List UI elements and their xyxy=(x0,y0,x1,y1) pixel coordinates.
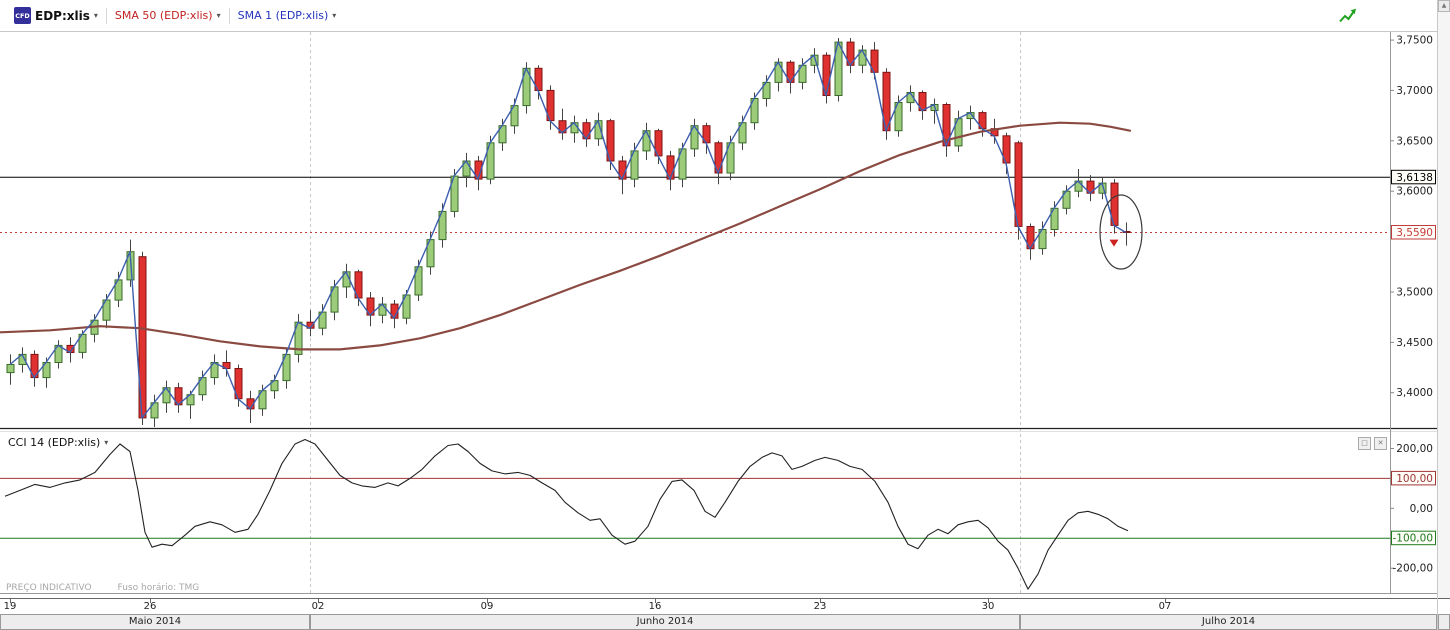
month-label: Maio 2014 xyxy=(0,614,310,630)
chart-toolbar: CFD EDP:xlis ▾ SMA 50 (EDP:xlis) ▾ SMA 1… xyxy=(0,0,1437,32)
cci-tick-label: -200,00 xyxy=(1392,563,1433,575)
toolbar-separator xyxy=(228,7,230,24)
scrollbar-corner xyxy=(1438,598,1450,614)
month-label: Junho 2014 xyxy=(310,614,1020,630)
date-tick-label: 26 xyxy=(143,601,157,612)
date-tick-mark xyxy=(487,599,488,603)
date-tick-mark xyxy=(655,599,656,603)
date-tick-mark xyxy=(1165,599,1166,603)
chevron-down-icon: ▾ xyxy=(104,438,109,447)
price-level-label: 3,5590 xyxy=(1396,227,1433,239)
indicator-selector-sma1[interactable]: SMA 1 (EDP:xlis) ▾ xyxy=(230,0,345,31)
vertical-scrollbar[interactable]: ▲ xyxy=(1437,0,1450,630)
date-tick-mark xyxy=(318,599,319,603)
cci-panel-close-button[interactable]: ✕ xyxy=(1374,437,1387,450)
date-axis[interactable]: 19 26 02 09 16 23 30 07 xyxy=(0,598,1437,614)
scrollbar-corner xyxy=(1438,614,1450,630)
cci-tick-label: 0,00 xyxy=(1410,503,1433,515)
cci-level-label-box xyxy=(1391,530,1436,546)
cfd-badge-icon: CFD xyxy=(14,7,31,24)
instrument-selector[interactable]: CFD EDP:xlis ▾ xyxy=(6,0,106,31)
cci-tick-label: 200,00 xyxy=(1396,443,1433,455)
price-indicative-label: PREÇO INDICATIVO xyxy=(6,583,92,593)
cci-level-label: -100,00 xyxy=(1392,533,1433,545)
indicator-sma1-label: SMA 1 (EDP:xlis) xyxy=(237,9,329,22)
cci-line[interactable] xyxy=(4,438,1129,590)
indicator-sma50-label: SMA 50 (EDP:xlis) xyxy=(114,9,213,22)
candle[interactable] xyxy=(6,364,15,374)
date-tick-mark xyxy=(988,599,989,603)
scroll-up-button[interactable]: ▲ xyxy=(1438,0,1450,12)
indicator-selector-sma50[interactable]: SMA 50 (EDP:xlis) ▾ xyxy=(107,0,229,31)
date-tick-mark xyxy=(10,599,11,603)
trend-arrow-icon[interactable] xyxy=(1339,8,1357,24)
cci-indicator-selector[interactable]: CCI 14 (EDP:xlis) ▾ xyxy=(8,436,108,449)
price-tick-label: 3,5000 xyxy=(1396,287,1433,299)
price-indicative-note: PREÇO INDICATIVO Fuso horário: TMG xyxy=(6,583,199,593)
price-tick-label: 3,6000 xyxy=(1396,186,1433,198)
chevron-down-icon: ▾ xyxy=(93,11,98,20)
price-tick-label: 3,4000 xyxy=(1396,387,1433,399)
date-tick-label: 02 xyxy=(311,601,325,612)
month-label: Julho 2014 xyxy=(1020,614,1437,630)
chart-canvas[interactable]: 3,7500 3,7000 3,6500 3,6000 3,5000 3,4500 3,40… xyxy=(0,32,1437,598)
date-tick-label: 30 xyxy=(981,601,995,612)
price-level-label: 3,6138 xyxy=(1396,172,1433,184)
date-tick-label: 16 xyxy=(648,601,662,612)
toolbar-separator xyxy=(105,7,107,24)
cci-indicator-label: CCI 14 (EDP:xlis) xyxy=(8,436,101,449)
chevron-down-icon: ▾ xyxy=(332,11,337,20)
date-tick-label: 07 xyxy=(1158,601,1172,612)
instrument-label: EDP:xlis xyxy=(35,8,90,23)
chevron-down-icon: ▾ xyxy=(216,11,221,20)
timezone-label: Fuso horário: TMG xyxy=(117,583,200,593)
price-level-label-box xyxy=(1391,169,1436,185)
date-tick-label: 09 xyxy=(480,601,494,612)
cci-panel-expand-button[interactable]: □ xyxy=(1358,437,1371,450)
price-tick-label: 3,7500 xyxy=(1396,35,1433,47)
sma50-line[interactable] xyxy=(0,121,1132,351)
cci-level-label: 100,00 xyxy=(1396,473,1433,485)
price-tick-label: 3,7000 xyxy=(1396,85,1433,97)
date-tick-mark xyxy=(150,599,151,603)
sell-signal-icon xyxy=(1109,239,1119,247)
date-tick-label: 23 xyxy=(813,601,827,612)
candle[interactable] xyxy=(1122,231,1131,233)
price-level-label-box xyxy=(1391,225,1436,240)
ellipse-annotation[interactable] xyxy=(1099,194,1143,270)
price-tick-label: 3,4500 xyxy=(1396,337,1433,349)
sma1-line[interactable] xyxy=(9,41,1127,419)
price-tick-label: 3,6500 xyxy=(1396,135,1433,147)
month-strip: Maio 2014 Junho 2014 Julho 2014 xyxy=(0,614,1437,630)
date-tick-label: 19 xyxy=(3,601,17,612)
date-tick-mark xyxy=(820,599,821,603)
cci-level-label-box xyxy=(1391,470,1436,486)
